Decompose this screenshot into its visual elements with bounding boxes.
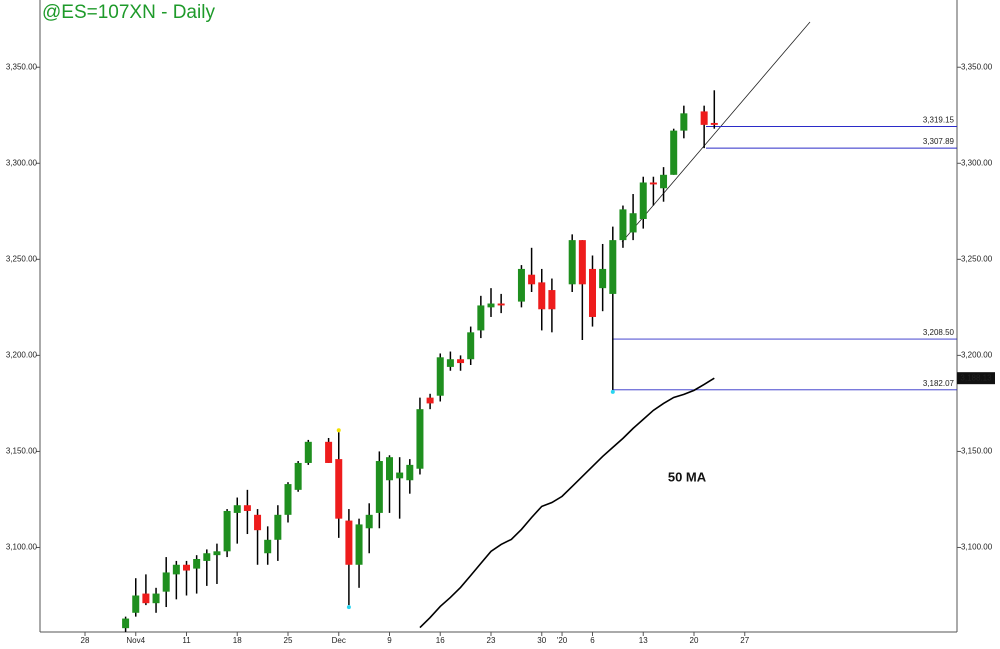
x-tick-label: 23 [487,636,496,645]
candle-body [233,505,241,513]
candle-body [619,209,627,241]
candle-body [203,553,211,561]
chart-title: @ES=107XN - Daily [42,2,215,23]
x-tick-label: 16 [436,636,445,645]
candle-body [599,268,607,289]
candle-body [660,174,668,189]
candle-body [142,593,150,604]
candle-body [497,303,505,306]
x-tick-label: 11 [182,636,191,645]
candle-body [487,303,495,308]
series-label: 50 MA [668,469,707,484]
candle-body [162,572,170,592]
x-tick-label: Dec [332,636,346,645]
y-tick-label: 3,200.00 [6,350,38,359]
y-tick-label: 3,100.00 [961,543,993,552]
y-tick-label: 3,150.00 [961,447,993,456]
x-tick-label: 20 [690,636,699,645]
candle-body [649,182,657,185]
candle-body [680,113,688,131]
candle-body [304,441,312,463]
x-tick-label: 27 [740,636,749,645]
y-tick-label: 3,200.00 [961,350,993,359]
candle-body [528,274,536,285]
candle-body [284,484,292,515]
candle-body [446,359,454,367]
y-tick-label: 3,250.00 [6,254,38,263]
candle-body [406,464,414,481]
y-tick-label: 3,100.00 [6,543,38,552]
y-tick-label: 3,300.00 [6,158,38,167]
x-tick-label: 18 [233,636,242,645]
y-tick-label: 3,350.00 [6,62,38,71]
candle-body [345,520,353,565]
candle-body [477,305,485,331]
candle-body [578,240,586,285]
level-label: 3,182.07 [923,379,955,388]
price-box [957,372,995,385]
y-tick-label: 3,250.00 [961,254,993,263]
y-tick-label: 3,300.00 [961,158,993,167]
candle-body [294,462,302,490]
ma-line [419,377,715,629]
y-tick-label: 3,350.00 [961,62,993,71]
candle-body [243,505,251,511]
x-tick-label: 25 [284,636,293,645]
candle-body [426,397,434,404]
candle-body [710,122,718,125]
high-marker [336,428,341,433]
candle-body [254,514,262,531]
candle-body [670,130,678,175]
candle-body [457,359,465,364]
x-tick-label: 13 [639,636,648,645]
candle-body [609,240,617,294]
level-label: 3,208.50 [923,328,955,337]
candle-body [172,564,180,575]
x-tick-label: 30 [537,636,546,645]
low-marker [610,389,615,394]
candle-body [355,524,363,565]
candle-body [538,282,546,310]
candle-body [589,268,596,317]
x-tick-label: '20 [557,636,568,645]
x-tick-label: Nov4 [126,636,145,645]
x-tick-label: 6 [590,636,595,645]
level-label: 3,307.89 [923,137,955,146]
candle-body [467,332,475,360]
candle-body [223,510,231,552]
x-tick-label: 9 [387,636,392,645]
level-label: 3,319.15 [923,116,955,125]
candle-body [132,595,140,613]
candle-body [416,409,424,469]
y-tick-label: 3,150.00 [6,447,38,456]
candle-body [548,290,556,310]
low-marker [346,605,351,610]
candle-body [517,268,525,302]
candle-body [386,457,393,481]
candle-body [365,514,373,529]
price-label: 3,188.13 [960,373,992,382]
x-tick-label: 28 [81,636,90,645]
candle-body [122,618,130,629]
candle-body [335,459,343,519]
candle-body [629,213,637,233]
candle-body [264,539,272,554]
candle-body [436,357,444,396]
candle-body [152,593,160,604]
candle-body [183,564,190,571]
candle-body [396,472,404,479]
candle-body [700,111,708,125]
candle-body [325,441,333,463]
candle-body [193,559,201,569]
candle-body [274,514,282,540]
candle-body [568,240,576,285]
candle-body [213,551,221,556]
candle-body [375,461,383,513]
candle-body [639,182,647,219]
